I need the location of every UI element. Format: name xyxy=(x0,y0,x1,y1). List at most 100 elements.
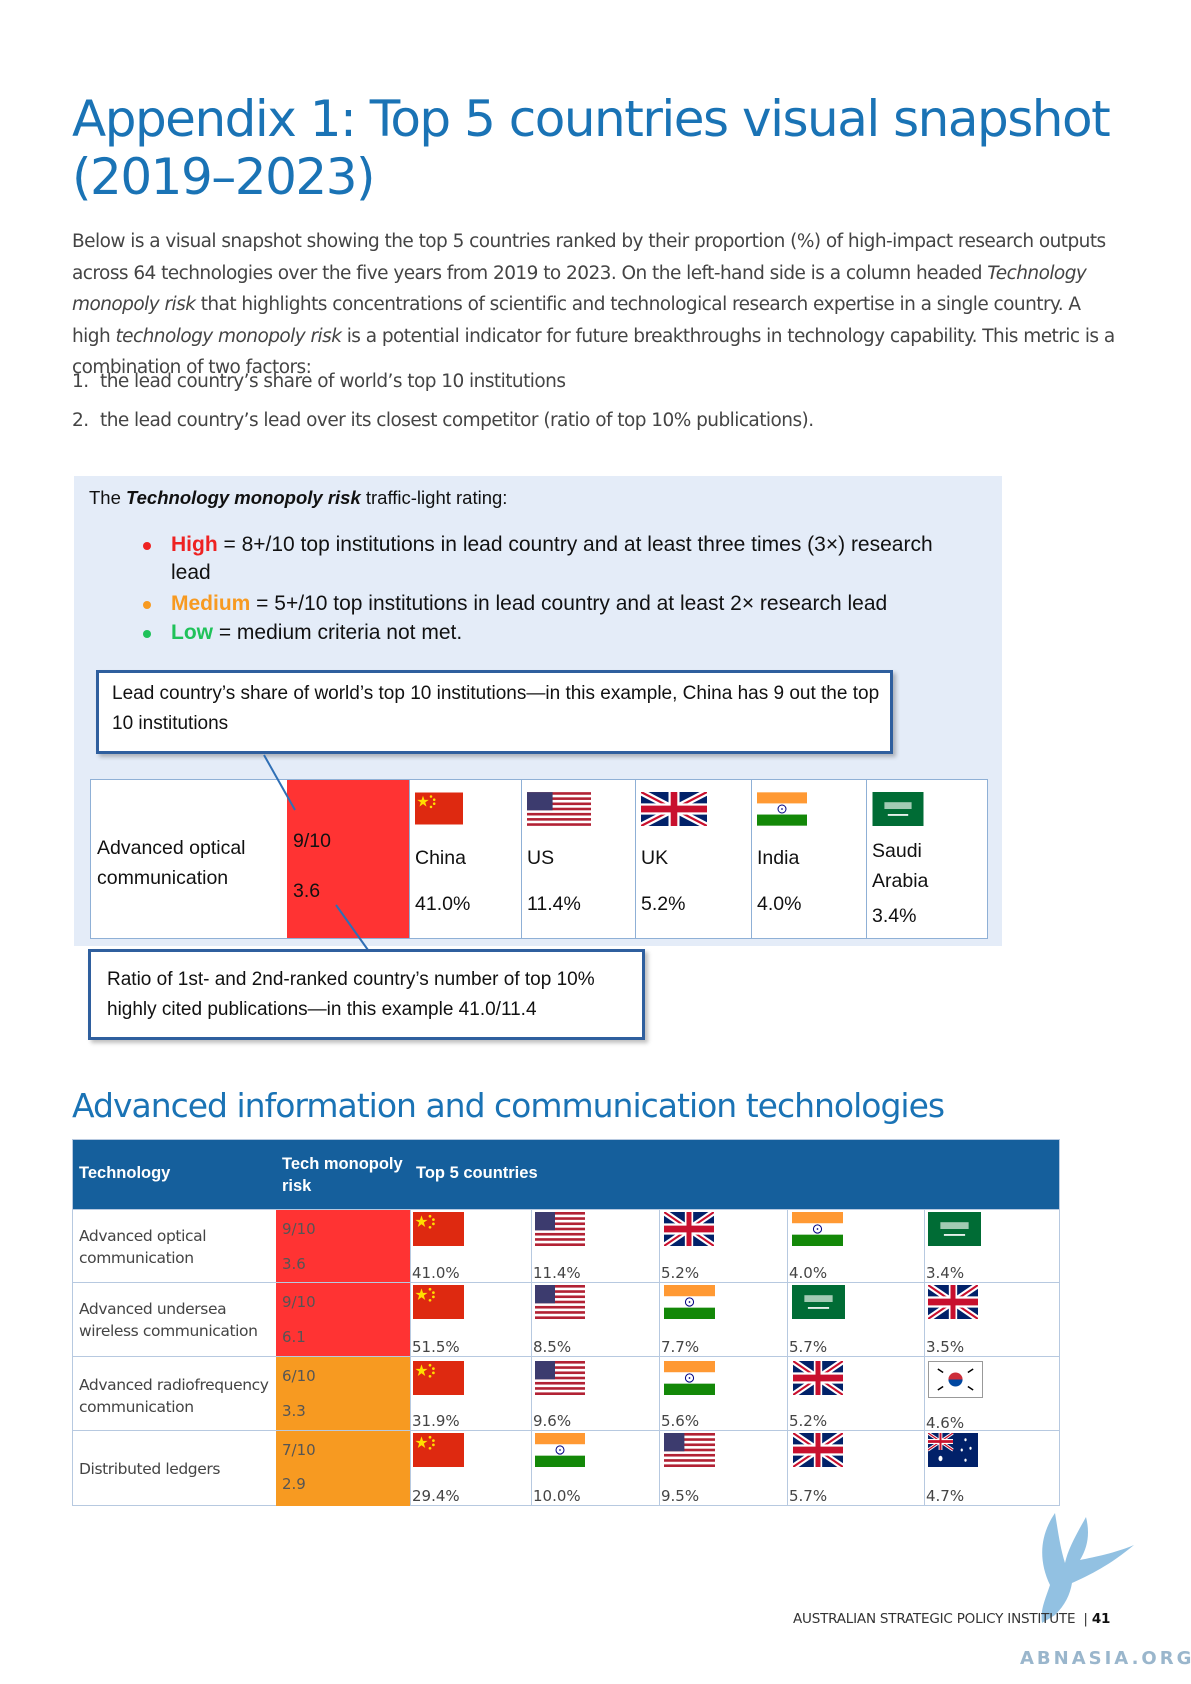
bullet-dot-low xyxy=(143,630,151,638)
china-flag-icon xyxy=(413,1285,464,1319)
country-cell: 4.0% xyxy=(787,1210,925,1283)
list-number: 1. xyxy=(72,371,89,392)
country-cell: 3.4% xyxy=(924,1210,1060,1283)
country-share: 5.7% xyxy=(789,1487,828,1505)
country-cell: 5.2% xyxy=(659,1210,788,1283)
risk-cell: 9/10 6.1 xyxy=(276,1283,410,1357)
intro-text: Below is a visual snapshot showing the t… xyxy=(72,231,1106,284)
list-text: the lead country’s lead over its closest… xyxy=(100,410,814,431)
watermark: ABNASIA.ORG xyxy=(1020,1648,1191,1669)
saudi-flag-icon xyxy=(792,1285,845,1319)
footer-org: AUSTRALIAN STRATEGIC POLICY INSTITUTE xyxy=(793,1611,1076,1627)
country-cell: 7.7% xyxy=(659,1283,788,1357)
list-item: 1. the lead country’s share of world’s to… xyxy=(72,371,566,392)
list-text: the lead country’s share of world’s top … xyxy=(100,371,566,392)
bullet-dot-medium xyxy=(143,601,151,609)
country-name: UK xyxy=(641,847,669,869)
example-country-cell: US 11.4% xyxy=(521,780,636,938)
india-flag-icon xyxy=(535,1433,585,1467)
country-share: 3.4% xyxy=(926,1264,965,1282)
country-cell: 41.0% xyxy=(410,1210,532,1283)
korea-flag-icon xyxy=(928,1361,983,1398)
country-share: 41.0% xyxy=(412,1264,460,1282)
uk-flag-icon xyxy=(664,1212,714,1246)
country-share: 41.0% xyxy=(415,893,471,915)
table-row: Advanced optical communication 9/10 3.6 … xyxy=(73,1209,1059,1283)
risk-ratio: 6.1 xyxy=(282,1328,306,1346)
list-item: 2. the lead country’s lead over its close… xyxy=(72,410,814,431)
country-share: 51.5% xyxy=(412,1338,460,1356)
country-cell: 51.5% xyxy=(410,1283,532,1357)
table-header: Technology Tech monopoly risk Top 5 coun… xyxy=(73,1140,1059,1209)
us-flag-icon xyxy=(527,792,591,826)
table-row: Distributed ledgers 7/10 2.9 29.4% 10.0%… xyxy=(73,1430,1059,1506)
country-cell: 5.2% xyxy=(787,1357,925,1431)
uk-flag-icon xyxy=(793,1433,843,1467)
india-flag-icon xyxy=(757,792,807,826)
us-flag-icon xyxy=(535,1212,585,1246)
country-share: 8.5% xyxy=(533,1338,572,1356)
china-flag-icon xyxy=(413,1433,464,1467)
country-share: 4.6% xyxy=(926,1414,965,1432)
rating-text: = 8+/10 top institutions in lead country… xyxy=(171,533,933,584)
rating-text: = medium criteria not met. xyxy=(213,621,463,644)
uk-flag-icon xyxy=(928,1285,978,1319)
footer: AUSTRALIAN STRATEGIC POLICY INSTITUTE | … xyxy=(793,1611,1110,1627)
country-name: Saudi Arabia xyxy=(872,840,929,892)
example-country-cell: China 41.0% xyxy=(409,780,522,938)
country-share: 3.5% xyxy=(926,1338,965,1356)
risk-institutions: 9/10 xyxy=(282,1293,316,1311)
country-share: 11.4% xyxy=(527,893,581,915)
country-name: US xyxy=(527,847,555,869)
us-flag-icon xyxy=(535,1285,585,1319)
country-share: 4.7% xyxy=(926,1487,965,1505)
technology-name: Advanced undersea wireless communication xyxy=(79,1300,258,1340)
risk-ratio: 2.9 xyxy=(282,1475,306,1493)
country-share: 10.0% xyxy=(533,1487,581,1505)
china-flag-icon xyxy=(413,1212,464,1246)
example-ratio: 3.6 xyxy=(293,880,321,902)
risk-ratio: 3.3 xyxy=(282,1402,306,1420)
uk-flag-icon xyxy=(641,792,707,826)
table-row: Advanced undersea wireless communication… xyxy=(73,1282,1059,1357)
risk-institutions: 6/10 xyxy=(282,1367,316,1385)
country-name: India xyxy=(757,847,800,869)
callout-text: Ratio of 1st- and 2nd-ranked country’s n… xyxy=(107,969,595,1020)
country-share: 4.0% xyxy=(757,893,802,915)
example-country-cell: UK 5.2% xyxy=(635,780,752,938)
heading-text: traffic-light rating: xyxy=(360,487,508,508)
country-cell: 11.4% xyxy=(531,1210,660,1283)
section-heading: Advanced information and communication t… xyxy=(72,1086,945,1125)
country-share: 5.2% xyxy=(641,893,686,915)
saudi-flag-icon xyxy=(872,792,924,826)
heading-emphasis: Technology monopoly risk xyxy=(126,487,361,508)
technology-table: Technology Tech monopoly risk Top 5 coun… xyxy=(72,1139,1060,1506)
example-technology: Advanced optical communication xyxy=(97,837,246,889)
rating-text: = 5+/10 top institutions in lead country… xyxy=(250,592,888,615)
us-flag-icon xyxy=(535,1361,585,1395)
example-country-cell: India 4.0% xyxy=(751,780,867,938)
intro-emphasis: Technology monopoly risk xyxy=(72,262,1087,316)
india-flag-icon xyxy=(664,1285,715,1319)
country-cell: 9.5% xyxy=(659,1431,788,1506)
explainer-heading: The Technology monopoly risk traffic-lig… xyxy=(89,487,507,509)
risk-cell: 7/10 2.9 xyxy=(276,1431,410,1506)
us-flag-icon xyxy=(664,1433,715,1467)
example-institutions: 9/10 xyxy=(293,830,331,852)
intro-text: is a potential indicator for future brea… xyxy=(72,325,1115,379)
country-share: 5.2% xyxy=(789,1412,828,1430)
india-flag-icon xyxy=(792,1212,843,1246)
country-cell: 31.9% xyxy=(410,1357,532,1431)
risk-institutions: 9/10 xyxy=(282,1220,316,1238)
risk-institutions: 7/10 xyxy=(282,1441,316,1459)
country-share: 31.9% xyxy=(412,1412,460,1430)
china-flag-icon xyxy=(415,792,463,825)
country-name: China xyxy=(415,847,466,869)
country-cell: 9.6% xyxy=(531,1357,660,1431)
header-risk: Tech monopoly risk xyxy=(282,1155,403,1195)
example-country-cell: Saudi Arabia 3.4% xyxy=(866,780,988,938)
technology-name: Distributed ledgers xyxy=(79,1460,221,1478)
callout-text: Lead country’s share of world’s top 10 i… xyxy=(112,683,880,734)
rating-label: High xyxy=(171,533,218,556)
callout-ratio: Ratio of 1st- and 2nd-ranked country’s n… xyxy=(88,949,645,1040)
